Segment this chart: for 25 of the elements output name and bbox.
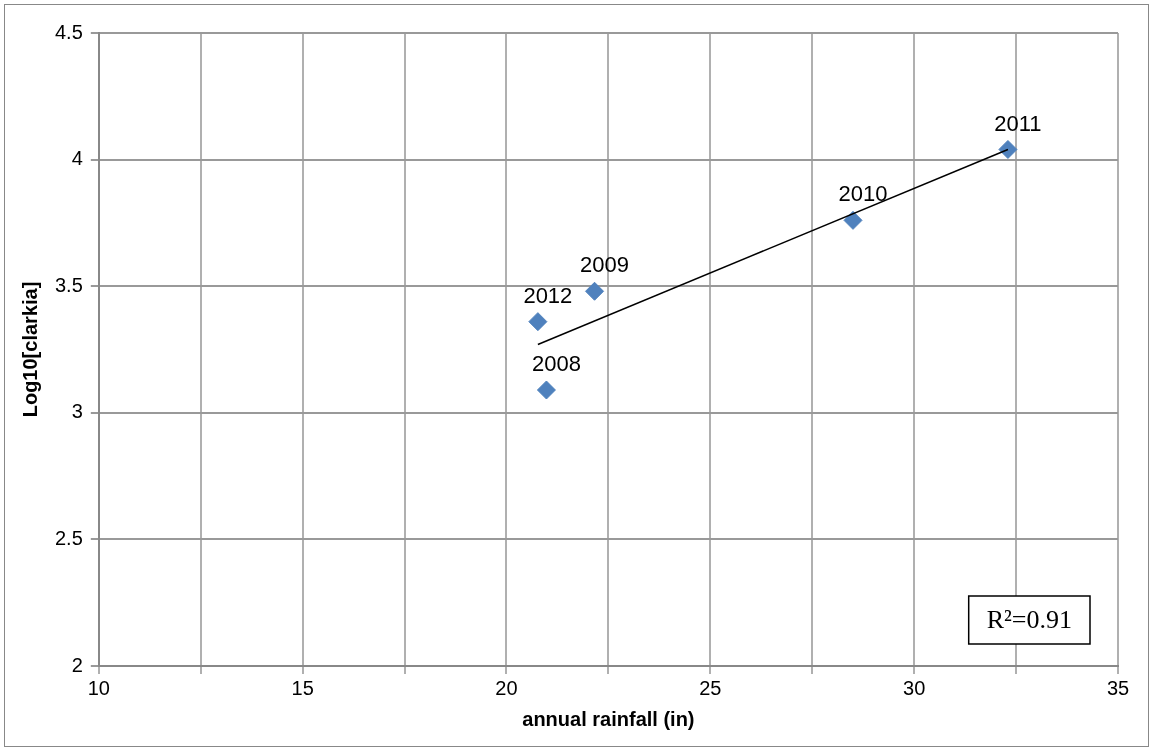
- point: [585, 281, 605, 301]
- annotation: 2011: [994, 110, 1042, 136]
- x-tick-label: 20: [495, 676, 518, 699]
- point: [998, 139, 1018, 159]
- x-tick-label: 35: [1106, 676, 1130, 699]
- annotation: 2010: [838, 181, 888, 207]
- y-tick-label: 3: [71, 400, 83, 423]
- annotation: 2012: [523, 282, 573, 308]
- y-tick-label: 4.5: [54, 20, 83, 43]
- annotation: R²=0.91: [986, 604, 1073, 634]
- annotation: 2009: [580, 252, 630, 278]
- point: [843, 210, 863, 230]
- annotation: 2008: [531, 351, 581, 377]
- point: [528, 312, 548, 332]
- y-tick-label: 3.5: [54, 273, 83, 296]
- x-tick-label: 15: [291, 676, 314, 699]
- x-tick-label: 30: [903, 676, 926, 699]
- y-tick-label: 4: [71, 147, 83, 170]
- y-tick-label: 2.5: [54, 526, 83, 549]
- y-tick-label: 2: [71, 653, 83, 676]
- point: [536, 380, 556, 400]
- y-axis-title: Log10[clarkia]: [18, 281, 41, 418]
- x-tick-label: 10: [87, 676, 110, 699]
- x-axis-title: annual rainfall (in): [522, 707, 695, 730]
- x-tick-label: 25: [699, 676, 722, 699]
